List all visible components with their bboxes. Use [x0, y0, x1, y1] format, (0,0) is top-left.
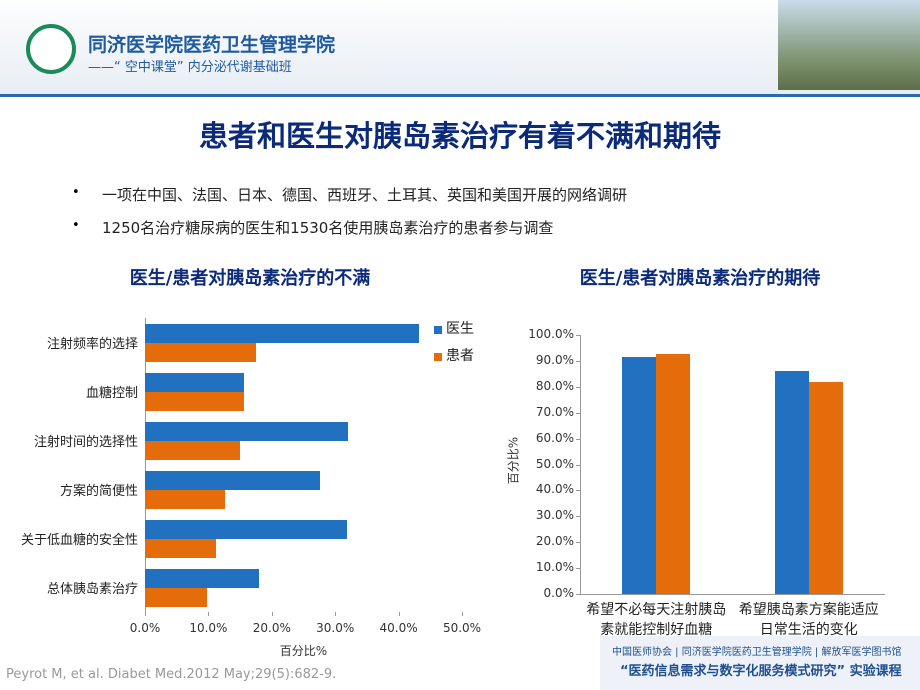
category-label: 注射时间的选择性 — [33, 435, 138, 450]
footer-project: “医药信息需求与数字化服务模式研究” 实验课程 — [620, 664, 902, 679]
y-tick-label: 50.0% — [535, 456, 574, 471]
bar — [145, 470, 320, 490]
y-tick-label: 80.0% — [535, 378, 574, 393]
legend-swatch — [434, 353, 442, 361]
category-label: 注射频率的选择 — [46, 337, 138, 352]
y-tick-label: 30.0% — [535, 508, 574, 523]
axis-line — [580, 594, 885, 595]
tick-mark — [208, 612, 210, 616]
tick-mark — [576, 412, 580, 414]
bar — [145, 391, 244, 411]
category-label: 希望不必每天注射胰岛素就能控制好血糖 — [586, 602, 727, 638]
bar — [774, 371, 809, 594]
bar — [656, 353, 691, 594]
tick-mark — [576, 594, 580, 595]
y-tick-label: 100.0% — [528, 327, 574, 341]
x-tick-label: 0.0% — [129, 621, 161, 635]
category-label: 血糖控制 — [85, 386, 138, 401]
school-name: 同济医学院医药卫生管理学院 — [88, 34, 336, 56]
axis-line — [580, 335, 581, 594]
bar — [145, 587, 208, 607]
category-label: 总体胰岛素治疗 — [46, 582, 138, 597]
y-tick-label: 70.0% — [535, 404, 574, 419]
y-tick-label: 0.0% — [543, 586, 575, 600]
tick-mark — [576, 438, 580, 440]
tick-mark — [462, 612, 463, 616]
bar — [145, 342, 256, 362]
tick-mark — [576, 490, 580, 492]
header-band — [0, 0, 920, 97]
axis-line — [145, 318, 146, 612]
citation: Peyrot M, et al. Diabet Med.2012 May;29(… — [6, 667, 337, 682]
course-name: ——“ 空中课堂” 内分泌代谢基础班 — [88, 60, 292, 75]
bar — [808, 381, 843, 594]
bar — [145, 421, 348, 441]
tick-mark — [271, 612, 273, 616]
slide-title: 患者和医生对胰岛素治疗有着不满和期待 — [198, 119, 721, 153]
x-tick-label: 40.0% — [379, 621, 418, 635]
category-label: 希望胰岛素方案能适应日常生活的变化 — [738, 602, 879, 638]
footer-band — [600, 636, 920, 690]
tick-mark — [576, 335, 580, 336]
bar — [145, 538, 216, 558]
bullet: 1250名治疗糖尿病的医生和1530名使用胰岛素治疗的患者参与调查 — [102, 219, 554, 237]
x-tick-label: 10.0% — [189, 621, 228, 635]
tick-mark — [576, 464, 580, 466]
header-photo — [778, 0, 920, 90]
bullet-dot: • — [72, 218, 80, 233]
bar — [145, 372, 244, 392]
y-axis-label: 百分比% — [506, 436, 521, 485]
x-tick-label: 30.0% — [316, 621, 355, 635]
bar — [145, 440, 241, 460]
bar — [145, 519, 348, 539]
bar — [145, 323, 419, 343]
tick-mark — [576, 386, 580, 388]
tick-mark — [576, 360, 580, 362]
tick-mark — [576, 568, 580, 570]
y-tick-label: 40.0% — [535, 482, 574, 497]
category-label: 关于低血糖的安全性 — [20, 533, 138, 548]
x-tick-label: 20.0% — [252, 621, 291, 635]
logo — [26, 24, 76, 74]
y-tick-label: 90.0% — [535, 352, 574, 367]
tick-mark — [335, 612, 337, 616]
bullet: 一项在中国、法国、日本、德国、西班牙、土耳其、英国和美国开展的网络调研 — [102, 186, 628, 204]
bar — [622, 357, 657, 594]
tick-mark — [576, 542, 580, 544]
bar — [145, 568, 260, 588]
tick-mark — [398, 612, 400, 616]
chart-title: 医生/患者对胰岛素治疗的不满 — [129, 268, 371, 289]
tick-mark — [145, 612, 146, 616]
x-tick-label: 50.0% — [442, 621, 482, 635]
x-axis-label: 百分比% — [279, 644, 328, 658]
bullet-dot: • — [72, 185, 80, 200]
bar — [145, 489, 225, 509]
y-tick-label: 20.0% — [535, 534, 574, 549]
chart-title: 医生/患者对胰岛素治疗的期待 — [579, 268, 821, 289]
legend-swatch — [434, 326, 442, 334]
footer-orgs: 中国医师协会 | 同济医学院医药卫生管理学院 | 解放军医学图书馆 — [612, 647, 902, 658]
legend-label: 医生 — [446, 321, 474, 337]
category-label: 方案的简便性 — [59, 484, 138, 499]
y-tick-label: 10.0% — [535, 560, 574, 575]
y-tick-label: 60.0% — [535, 430, 574, 445]
legend-label: 患者 — [446, 348, 474, 364]
tick-mark — [576, 516, 580, 518]
